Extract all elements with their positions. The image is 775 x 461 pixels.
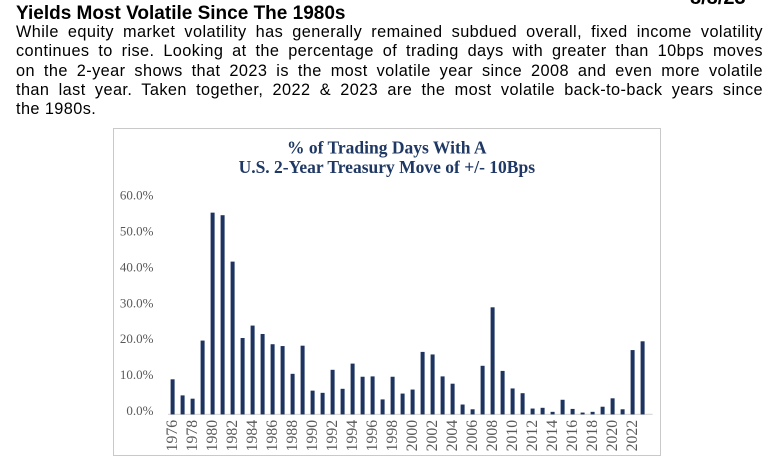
svg-text:1976: 1976	[164, 420, 181, 452]
svg-text:1992: 1992	[324, 420, 341, 452]
svg-text:2022: 2022	[624, 420, 641, 452]
svg-text:1980: 1980	[204, 420, 221, 452]
svg-text:2002: 2002	[424, 420, 441, 452]
svg-text:1984: 1984	[244, 420, 261, 452]
svg-text:40.0%: 40.0%	[120, 260, 154, 275]
svg-text:30.0%: 30.0%	[120, 295, 154, 310]
svg-text:10.0%: 10.0%	[120, 367, 154, 382]
svg-text:2008: 2008	[484, 420, 501, 452]
svg-text:0.0%: 0.0%	[126, 403, 153, 418]
svg-text:2004: 2004	[444, 420, 461, 452]
svg-text:2016: 2016	[564, 420, 581, 452]
svg-text:2000: 2000	[404, 420, 421, 452]
svg-text:1986: 1986	[264, 420, 281, 452]
svg-text:2010: 2010	[504, 420, 521, 452]
svg-text:20.0%: 20.0%	[120, 331, 154, 346]
svg-text:2012: 2012	[524, 420, 541, 452]
svg-text:50.0%: 50.0%	[120, 224, 154, 239]
svg-text:1988: 1988	[284, 420, 301, 452]
svg-text:2018: 2018	[584, 420, 601, 452]
svg-text:60.0%: 60.0%	[120, 188, 154, 203]
svg-text:1998: 1998	[384, 420, 401, 452]
svg-text:2020: 2020	[604, 420, 621, 452]
svg-text:1982: 1982	[224, 420, 241, 452]
svg-text:2014: 2014	[544, 420, 561, 452]
svg-text:1990: 1990	[304, 420, 321, 452]
svg-text:1996: 1996	[364, 420, 381, 452]
svg-text:U.S. 2-Year Treasury Move of +: U.S. 2-Year Treasury Move of +/- 10Bps	[239, 157, 536, 177]
svg-text:1978: 1978	[184, 420, 201, 452]
svg-text:2006: 2006	[464, 420, 481, 452]
svg-text:% of Trading Days With A: % of Trading Days With A	[287, 138, 487, 158]
svg-text:1994: 1994	[344, 420, 361, 452]
